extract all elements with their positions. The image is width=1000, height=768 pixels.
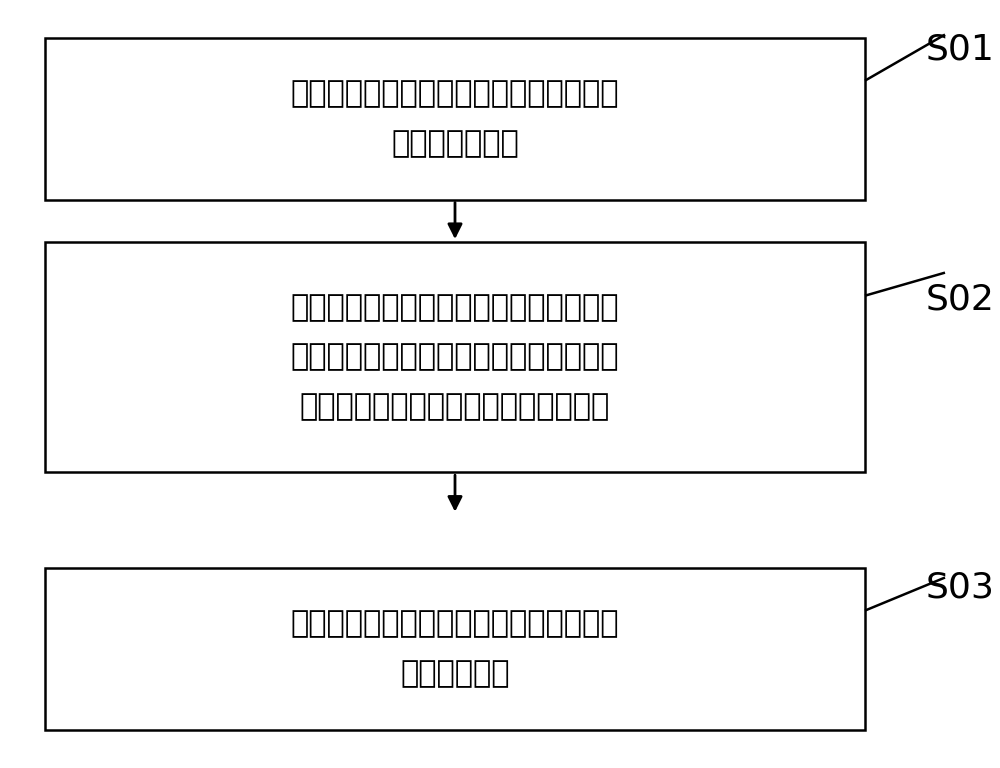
Bar — [45, 38, 865, 200]
Text: 在目标处理对象的表面状态信息表示目标: 在目标处理对象的表面状态信息表示目标 — [291, 293, 619, 322]
Text: S03: S03 — [926, 571, 994, 604]
Text: 确定目标处理对象，并获取目标处理对象: 确定目标处理对象，并获取目标处理对象 — [291, 80, 619, 108]
Text: 运行方式运行: 运行方式运行 — [400, 660, 510, 688]
Bar — [45, 242, 865, 472]
Text: 的表面状态信息: 的表面状态信息 — [391, 130, 519, 158]
Text: 控制空调以目标抑菌处理方式对应的目标: 控制空调以目标抑菌处理方式对应的目标 — [291, 610, 619, 638]
Bar — [45, 568, 865, 730]
Text: 据当前环境信息确定目标抑菌处理方式: 据当前环境信息确定目标抑菌处理方式 — [300, 392, 610, 422]
Text: S01: S01 — [926, 33, 994, 67]
Text: 处理对象需要进行抑菌处理的情况下，根: 处理对象需要进行抑菌处理的情况下，根 — [291, 343, 619, 372]
Text: S02: S02 — [926, 283, 994, 316]
